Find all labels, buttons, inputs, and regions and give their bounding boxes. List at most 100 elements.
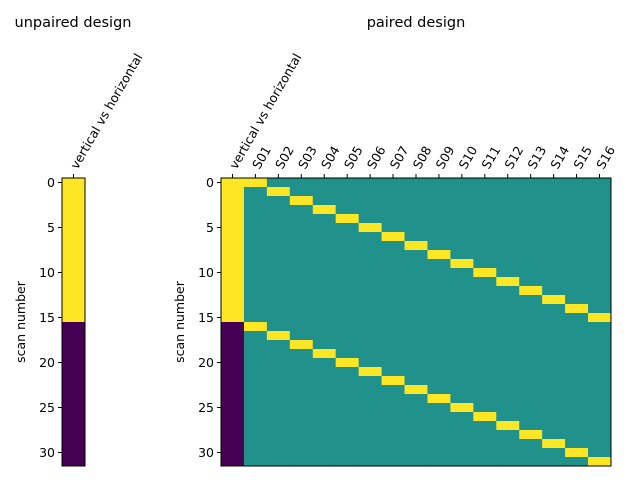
- heatmap-cell: [565, 196, 589, 206]
- heatmap-cell: [312, 277, 337, 287]
- heatmap-cell: [588, 268, 612, 278]
- heatmap-cell: [496, 367, 520, 377]
- heatmap-cell: [358, 313, 382, 323]
- heatmap-cell: [404, 430, 428, 440]
- heatmap-cell: [266, 232, 291, 242]
- heatmap-cell: [496, 403, 520, 413]
- heatmap-cell: [588, 313, 612, 323]
- heatmap-cell: [404, 232, 428, 242]
- heatmap-cell: [450, 304, 474, 314]
- heatmap-cell: [542, 448, 566, 458]
- heatmap-cell: [243, 250, 268, 260]
- chart-title: paired design: [367, 15, 466, 31]
- heatmap-cell: [427, 205, 451, 215]
- heatmap-cell: [266, 223, 291, 233]
- heatmap-cell: [565, 439, 589, 449]
- heatmap-cell: [289, 421, 314, 431]
- heatmap-cell: [243, 304, 268, 314]
- heatmap-cell: [519, 385, 543, 395]
- heatmap-cell: [427, 340, 451, 350]
- heatmap-cell: [496, 448, 520, 458]
- heatmap-cell: [588, 322, 612, 332]
- heatmap-cell: [62, 394, 86, 404]
- heatmap-cell: [335, 178, 360, 188]
- heatmap-cell: [519, 187, 543, 197]
- heatmap-cell: [496, 358, 520, 368]
- heatmap-cell: [266, 250, 291, 260]
- heatmap-cell: [588, 196, 612, 206]
- heatmap-cell: [542, 214, 566, 224]
- heatmap-cell: [519, 241, 543, 251]
- heatmap-cell: [588, 430, 612, 440]
- heatmap-cell: [427, 439, 451, 449]
- heatmap-cell: [519, 196, 543, 206]
- heatmap-cell: [473, 448, 497, 458]
- heatmap-cell: [312, 385, 337, 395]
- heatmap-cell: [358, 376, 382, 386]
- heatmap-cell: [496, 322, 520, 332]
- heatmap-cell: [519, 214, 543, 224]
- heatmap-cell: [588, 376, 612, 386]
- heatmap-cell: [404, 439, 428, 449]
- heatmap-cell: [312, 268, 337, 278]
- heatmap-cell: [289, 241, 314, 251]
- heatmap-cell: [312, 394, 337, 404]
- heatmap-cell: [358, 277, 382, 287]
- heatmap-cell: [588, 259, 612, 269]
- heatmap-cell: [473, 223, 497, 233]
- heatmap-cell: [473, 205, 497, 215]
- heatmap-cell: [243, 295, 268, 305]
- heatmap-cell: [450, 214, 474, 224]
- heatmap-cell: [381, 331, 405, 341]
- heatmap-cell: [381, 421, 405, 431]
- heatmap-cell: [427, 376, 451, 386]
- heatmap-cell: [266, 295, 291, 305]
- heatmap-cell: [243, 439, 268, 449]
- heatmap-cell: [243, 277, 268, 287]
- heatmap-cell: [473, 241, 497, 251]
- heatmap-cell: [588, 448, 612, 458]
- heatmap-cell: [266, 322, 291, 332]
- heatmap-cell: [519, 295, 543, 305]
- heatmap-cell: [243, 457, 268, 467]
- heatmap-cell: [565, 187, 589, 197]
- heatmap-cell: [404, 268, 428, 278]
- heatmap-cell: [266, 412, 291, 422]
- heatmap-cell: [62, 187, 86, 197]
- heatmap-cell: [404, 286, 428, 296]
- heatmap-cell: [542, 250, 566, 260]
- heatmap-cell: [381, 430, 405, 440]
- heatmap-cell: [404, 367, 428, 377]
- heatmap-cell: [588, 421, 612, 431]
- heatmap-cell: [473, 367, 497, 377]
- heatmap-cell: [519, 250, 543, 260]
- heatmap-cell: [565, 241, 589, 251]
- heatmap-cell: [565, 232, 589, 242]
- heatmap-cell: [450, 367, 474, 377]
- heatmap-cell: [542, 178, 566, 188]
- y-tick-label: 10: [198, 265, 214, 280]
- heatmap-cell: [427, 259, 451, 269]
- heatmap-cell: [404, 340, 428, 350]
- heatmap-cell: [565, 331, 589, 341]
- x-tick-label: S12: [501, 143, 526, 171]
- heatmap-cell: [496, 214, 520, 224]
- heatmap-cell: [519, 205, 543, 215]
- heatmap-cell: [312, 367, 337, 377]
- heatmap-cell: [519, 439, 543, 449]
- heatmap-cell: [542, 241, 566, 251]
- heatmap-cell: [266, 313, 291, 323]
- heatmap-cell: [427, 358, 451, 368]
- heatmap-cell: [221, 331, 245, 341]
- heatmap-cell: [243, 205, 268, 215]
- heatmap-cell: [221, 187, 245, 197]
- heatmap-cell: [427, 268, 451, 278]
- heatmap-cell: [335, 259, 360, 269]
- heatmap-cell: [289, 232, 314, 242]
- heatmap-cell: [565, 178, 589, 188]
- heatmap-cell: [427, 403, 451, 413]
- heatmap-cell: [427, 367, 451, 377]
- heatmap-cell: [221, 367, 245, 377]
- heatmap-cell: [62, 349, 86, 359]
- heatmap-cell: [588, 394, 612, 404]
